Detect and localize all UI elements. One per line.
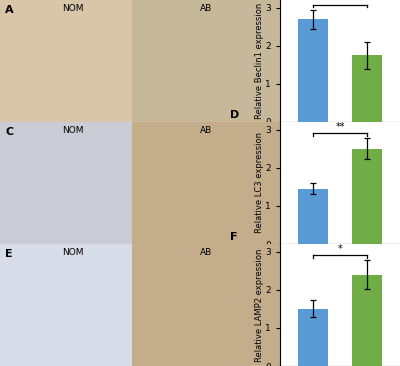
Text: AB: AB [200,126,212,135]
Y-axis label: Relative LC3 expression: Relative LC3 expression [255,132,264,234]
Bar [298,309,328,366]
Text: AB: AB [200,4,212,13]
Text: NOM: NOM [62,248,83,257]
Text: *: * [338,244,342,254]
Text: AB: AB [200,248,212,257]
Bar [352,149,382,244]
Bar [352,274,382,366]
Text: NOM: NOM [62,126,83,135]
Bar [298,19,328,122]
Bar [298,189,328,244]
Bar [352,55,382,122]
Text: F: F [230,232,237,242]
Text: **: ** [335,122,345,132]
Text: NOM: NOM [62,4,83,13]
Text: *: * [338,0,342,4]
Text: D: D [230,109,239,120]
Text: E: E [5,249,13,259]
Text: A: A [5,5,14,15]
Y-axis label: Relative LAMP2 expression: Relative LAMP2 expression [255,248,264,362]
Y-axis label: Relative Beclin1 expression: Relative Beclin1 expression [255,3,264,119]
Text: C: C [5,127,14,137]
